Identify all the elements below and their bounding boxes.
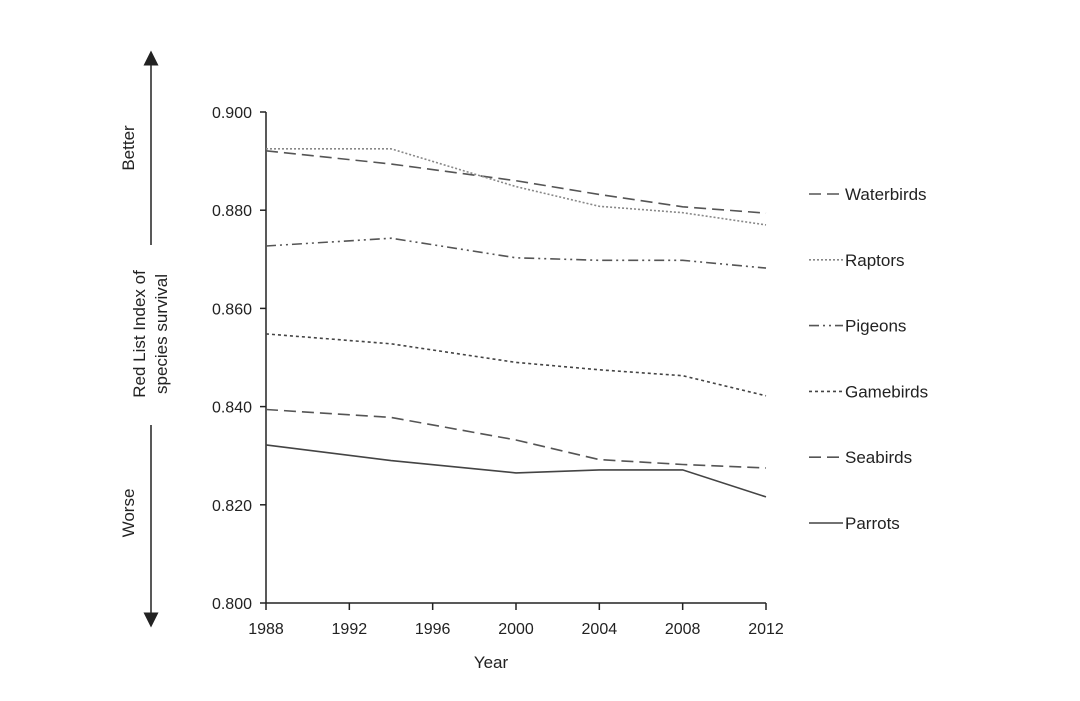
- x-tick-label: 2000: [498, 621, 534, 638]
- series-line-pigeons: [265, 237, 767, 269]
- legend-label-gamebirds: Gamebirds: [845, 382, 928, 401]
- y-axis-ticks: 0.800 0.820 0.840 0.860 0.880 0.900: [212, 105, 266, 613]
- legend-label-pigeons: Pigeons: [845, 317, 906, 336]
- y-tick-label: 0.900: [212, 105, 252, 122]
- y-tick-label: 0.820: [212, 498, 252, 515]
- x-tick-label: 2008: [665, 621, 701, 638]
- legend: Waterbirds Raptors Pigeons Gamebirds Seabird…: [809, 185, 928, 533]
- series-line-waterbirds: [265, 150, 767, 214]
- worse-label: Worse: [119, 489, 138, 538]
- x-tick-label: 1992: [332, 621, 368, 638]
- legend-label-seabirds: Seabirds: [845, 448, 912, 467]
- series-line-raptors: [266, 148, 767, 226]
- x-tick-label: 2012: [748, 621, 784, 638]
- series-line-gamebirds: [265, 333, 767, 397]
- y-tick-label: 0.800: [212, 596, 252, 613]
- series-lines: [265, 148, 767, 498]
- x-tick-label: 1996: [415, 621, 451, 638]
- y-tick-label: 0.860: [212, 301, 252, 318]
- series-line-seabirds: [265, 408, 767, 469]
- y-axis-title-line-1: Red List Index of: [130, 270, 149, 398]
- legend-label-parrots: Parrots: [845, 514, 900, 533]
- y-tick-label: 0.840: [212, 400, 252, 417]
- series-line-parrots: [265, 444, 767, 498]
- legend-label-waterbirds: Waterbirds: [845, 185, 927, 204]
- y-axis-title-line-2: species survival: [152, 274, 171, 394]
- x-tick-label: 2004: [582, 621, 618, 638]
- x-axis-ticks: 1988 1992 1996 2000 2004 2008 2012: [248, 603, 784, 638]
- x-tick-label: 1988: [248, 621, 284, 638]
- x-axis-title: Year: [474, 653, 509, 672]
- y-tick-label: 0.880: [212, 203, 252, 220]
- legend-label-raptors: Raptors: [845, 251, 905, 270]
- better-label: Better: [119, 125, 138, 171]
